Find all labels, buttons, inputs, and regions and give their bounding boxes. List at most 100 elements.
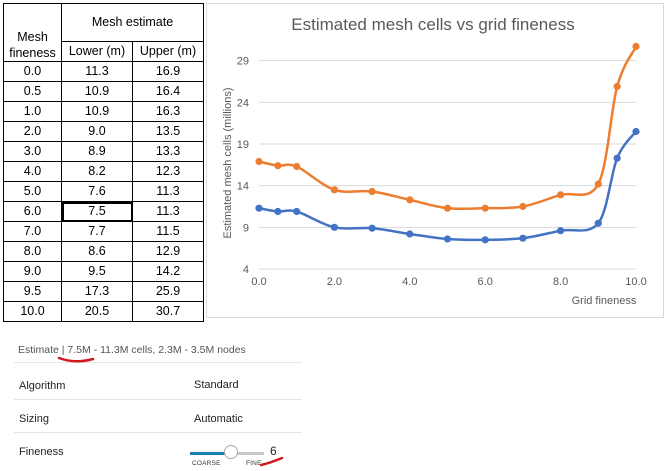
cell-upper[interactable]: 14.2: [132, 261, 204, 282]
estimate-line: Estimate | 7.5M - 11.3M cells, 2.3M - 3.…: [18, 344, 246, 356]
cell-fineness[interactable]: 10.0: [3, 301, 62, 322]
data-point-upper[interactable]: [330, 186, 338, 194]
cell-lower[interactable]: 9.5: [61, 261, 133, 282]
cell-upper[interactable]: 30.7: [132, 301, 204, 322]
cell-lower[interactable]: 7.6: [61, 181, 133, 202]
header-mesh-fineness[interactable]: Mesh fineness: [3, 3, 62, 62]
cell-lower[interactable]: 17.3: [61, 281, 133, 302]
cell-lower[interactable]: 9.0: [61, 121, 133, 142]
table-row: 1.0 10.9 16.3: [3, 101, 204, 122]
table-row: 7.0 7.7 11.5: [3, 221, 204, 242]
cell-upper[interactable]: 11.3: [132, 201, 204, 222]
table-row: 9.0 9.5 14.2: [3, 261, 204, 282]
cell-lower[interactable]: 11.3: [61, 61, 133, 82]
cell-fineness[interactable]: 0.0: [3, 61, 62, 82]
data-point-upper[interactable]: [481, 204, 489, 212]
cell-upper[interactable]: 13.3: [132, 141, 204, 162]
header-mesh-estimate[interactable]: Mesh estimate: [61, 3, 204, 42]
cell-fineness[interactable]: 9.5: [3, 281, 62, 302]
y-tick-label: 9: [243, 222, 249, 234]
fineness-slider[interactable]: [190, 445, 272, 460]
data-point-upper[interactable]: [274, 162, 282, 170]
data-point-lower[interactable]: [613, 154, 621, 162]
cell-upper[interactable]: 12.3: [132, 161, 204, 182]
data-point-lower[interactable]: [557, 227, 565, 235]
y-tick-label: 24: [237, 97, 249, 109]
data-point-upper[interactable]: [368, 187, 376, 196]
cell-lower[interactable]: 7.5: [61, 201, 133, 222]
cell-fineness[interactable]: 9.0: [3, 261, 62, 282]
mesh-estimate-table: Mesh fineness Mesh estimate Lower (m) Up…: [3, 3, 204, 322]
data-point-upper[interactable]: [557, 191, 565, 199]
cell-lower[interactable]: 8.9: [61, 141, 133, 162]
x-tick-label: 2.0: [327, 276, 342, 288]
data-point-lower[interactable]: [481, 236, 489, 244]
data-point-upper[interactable]: [406, 196, 414, 204]
table-row: 9.5 17.3 25.9: [3, 281, 204, 302]
data-point-upper[interactable]: [632, 42, 640, 51]
cell-fineness[interactable]: 3.0: [3, 141, 62, 162]
chart-canvas: Estimated mesh cells vs grid fineness 4 9…: [222, 15, 647, 307]
cell-lower[interactable]: 20.5: [61, 301, 133, 322]
data-point-upper[interactable]: [613, 82, 621, 91]
cell-lower[interactable]: 10.9: [61, 101, 133, 122]
cell-fineness[interactable]: 2.0: [3, 121, 62, 142]
data-point-lower[interactable]: [255, 204, 263, 212]
algorithm-value[interactable]: Standard: [194, 379, 239, 391]
data-point-lower[interactable]: [443, 235, 452, 243]
table-row: 2.0 9.0 13.5: [3, 121, 204, 142]
cell-upper[interactable]: 16.4: [132, 81, 204, 102]
sizing-value[interactable]: Automatic: [194, 413, 243, 425]
slider-thumb[interactable]: [224, 445, 238, 459]
x-tick-label: 6.0: [478, 276, 493, 288]
cell-upper[interactable]: 16.3: [132, 101, 204, 122]
data-point-lower[interactable]: [594, 219, 602, 227]
cell-lower[interactable]: 8.2: [61, 161, 133, 182]
data-point-upper[interactable]: [255, 157, 263, 166]
x-axis-title: Grid fineness: [572, 295, 637, 307]
slider-track: [230, 452, 264, 455]
divider: [14, 399, 302, 400]
header-lower[interactable]: Lower (m): [61, 41, 133, 62]
cell-fineness[interactable]: 7.0: [3, 221, 62, 242]
cell-fineness[interactable]: 1.0: [3, 101, 62, 122]
cell-upper[interactable]: 16.9: [132, 61, 204, 82]
cell-lower[interactable]: 8.6: [61, 241, 133, 262]
estimate-prefix: Estimate |: [18, 344, 68, 356]
cell-upper[interactable]: 11.5: [132, 221, 204, 242]
cell-fineness[interactable]: 8.0: [3, 241, 62, 262]
cell-lower[interactable]: 10.9: [61, 81, 133, 102]
table-row: 8.0 8.6 12.9: [3, 241, 204, 262]
y-tick-label: 4: [243, 264, 249, 276]
table-row: 5.0 7.6 11.3: [3, 181, 204, 202]
cell-upper[interactable]: 13.5: [132, 121, 204, 142]
cell-fineness[interactable]: 5.0: [3, 181, 62, 202]
mesh-chart[interactable]: Estimated mesh cells vs grid fineness 4 9…: [206, 3, 664, 318]
cell-fineness[interactable]: 6.0: [3, 201, 62, 222]
data-point-lower[interactable]: [519, 234, 527, 242]
cell-upper[interactable]: 11.3: [132, 181, 204, 202]
table-row: 4.0 8.2 12.3: [3, 161, 204, 182]
fineness-value: 6: [270, 444, 277, 458]
data-point-upper[interactable]: [443, 204, 452, 212]
data-point-lower[interactable]: [368, 224, 376, 232]
data-point-lower[interactable]: [632, 127, 640, 136]
data-point-upper[interactable]: [519, 202, 527, 211]
cell-upper[interactable]: 25.9: [132, 281, 204, 302]
data-point-lower[interactable]: [406, 230, 414, 238]
cell-upper[interactable]: 12.9: [132, 241, 204, 262]
data-point-upper[interactable]: [594, 180, 602, 188]
underline-annotation: [57, 356, 95, 363]
data-point-lower[interactable]: [293, 207, 301, 216]
series-line-upper[interactable]: [258, 45, 638, 211]
header-mesh: Mesh: [17, 30, 48, 44]
header-upper[interactable]: Upper (m): [132, 41, 204, 62]
x-tick-label: 0.0: [251, 276, 266, 288]
data-point-upper[interactable]: [293, 162, 301, 171]
table-row: 10.0 20.5 30.7: [3, 301, 204, 322]
cell-fineness[interactable]: 0.5: [3, 81, 62, 102]
data-point-lower[interactable]: [330, 223, 338, 231]
cell-lower[interactable]: 7.7: [61, 221, 133, 242]
cell-fineness[interactable]: 4.0: [3, 161, 62, 182]
data-point-lower[interactable]: [274, 207, 282, 216]
